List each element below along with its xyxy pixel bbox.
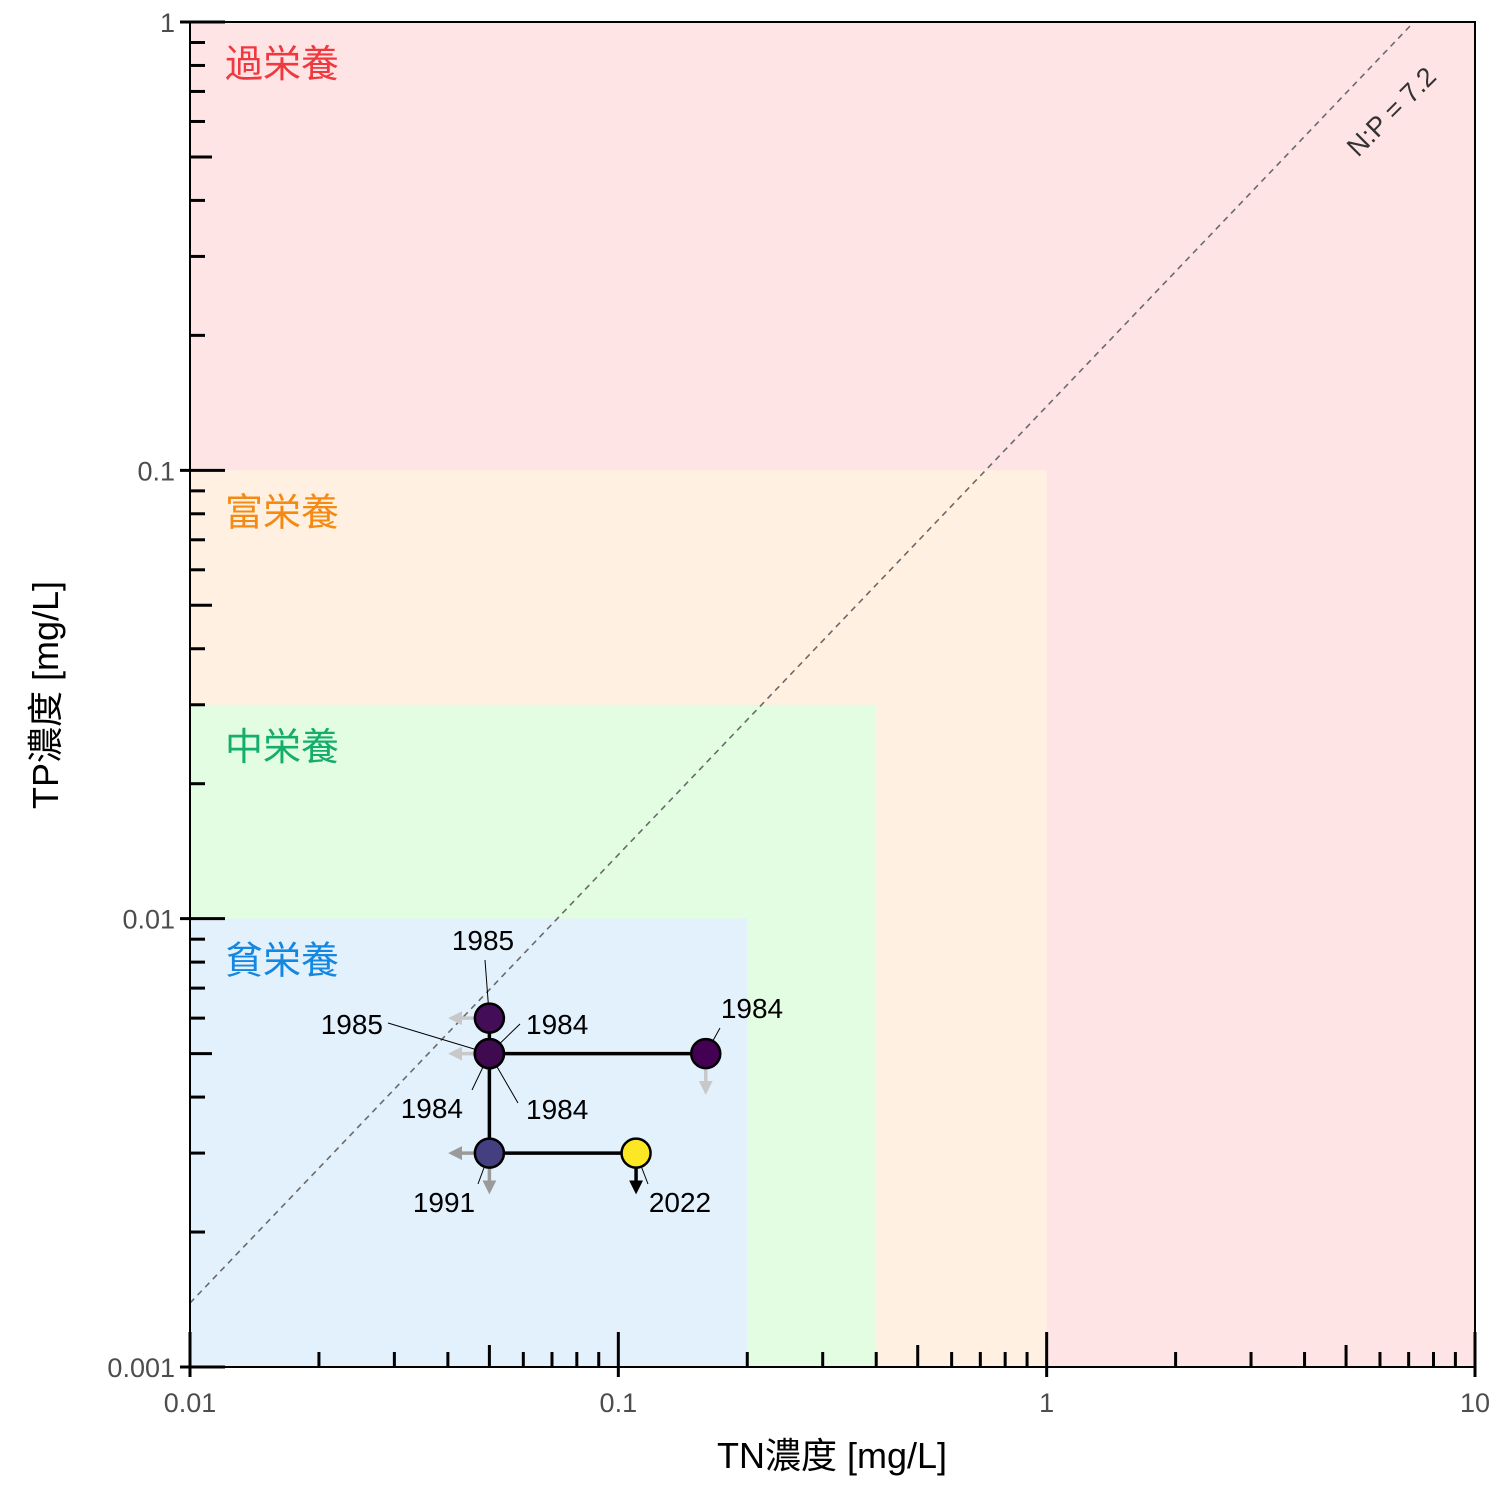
- labels-layer: 1985 1985 1984 1984 1984 1984 1991 2022: [321, 925, 783, 1218]
- y-axis-title: TP濃度 [mg/L]: [25, 581, 66, 809]
- leader-line: [387, 1022, 490, 1055]
- zone-label-2: 富栄養: [225, 490, 339, 534]
- x-axis-title: TN濃度 [mg/L]: [717, 1435, 947, 1476]
- point-label-1984: 1984: [526, 1094, 588, 1125]
- point-label-1984: 1984: [526, 1009, 588, 1040]
- points-layer: [473, 1002, 722, 1169]
- zone-rect-4: [190, 918, 748, 1367]
- x-tick-label: 0.1: [600, 1388, 638, 1418]
- ticks-layer: 0.01 0.1 1 10 0.001 0.01 0.1 1: [107, 8, 1490, 1418]
- zone-label-4: 貧栄養: [225, 939, 339, 983]
- data-point-1984: [690, 1037, 722, 1070]
- x-tick-label: 10: [1460, 1388, 1490, 1418]
- reference-line: [189, 21, 1415, 1304]
- point-label-1984: 1984: [401, 1093, 463, 1124]
- x-tick-label: 1: [1039, 1388, 1054, 1418]
- y-tick-label: 0.01: [122, 905, 175, 935]
- data-point-2022: [620, 1137, 652, 1169]
- point-label-1985: 1985: [452, 925, 514, 956]
- y-tick-label: 0.001: [107, 1353, 175, 1383]
- plot-frame: [189, 21, 1476, 1368]
- point-label-1984: 1984: [721, 993, 783, 1024]
- y-tick-label: 0.1: [137, 456, 175, 486]
- data-point-1985: [473, 1002, 506, 1034]
- data-point-1991: [473, 1137, 506, 1169]
- plot-frame-layer: [189, 21, 1476, 1368]
- point-label-1985: 1985: [321, 1009, 383, 1040]
- point-label-1991: 1991: [413, 1187, 475, 1218]
- data-point-1984: [473, 1037, 506, 1070]
- trajectory-layer: [487, 1018, 706, 1155]
- trajectory-line: [487, 1018, 706, 1155]
- x-tick-label: 0.01: [164, 1388, 217, 1418]
- zone-label-3: 中栄養: [225, 725, 339, 769]
- zone-label-1: 過栄養: [225, 42, 339, 86]
- point-label-2022: 2022: [649, 1187, 711, 1218]
- y-tick-label: 1: [160, 8, 175, 38]
